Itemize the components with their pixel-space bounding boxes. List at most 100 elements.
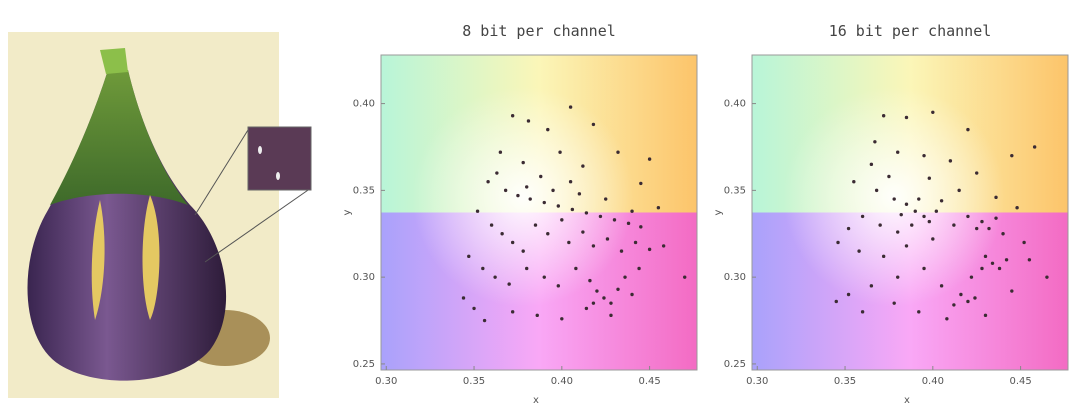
y-tick-label: 0.40 <box>724 99 746 110</box>
scatter-point <box>975 226 979 231</box>
scatter-point <box>581 164 585 168</box>
scatter-point <box>521 249 525 253</box>
scatter-point <box>966 214 970 219</box>
scatter-point <box>619 249 624 253</box>
scatter-point <box>846 292 851 297</box>
scatter-point <box>605 237 610 241</box>
scatter-point <box>931 110 935 114</box>
scatter-point <box>969 275 974 279</box>
scatter-point <box>507 282 511 286</box>
scatter-point <box>495 171 499 175</box>
y-tick-label: 0.25 <box>724 359 746 370</box>
scatter-point <box>525 185 529 189</box>
scatter-point <box>461 296 466 300</box>
scatter-point <box>630 292 634 297</box>
scatter-point <box>917 197 921 201</box>
scatter-point <box>994 216 998 220</box>
scatter-point <box>556 284 561 288</box>
scatter-point <box>857 249 861 253</box>
plot-frame <box>380 54 698 371</box>
scatter-point <box>896 275 900 279</box>
zoom-inset <box>247 126 312 191</box>
scatter-point <box>922 214 926 219</box>
scatter-point <box>957 188 961 193</box>
fig-body <box>27 70 227 381</box>
scatter-point <box>836 240 840 245</box>
plot-frame <box>751 54 1069 371</box>
scatter-point <box>966 127 970 132</box>
scatter-point <box>574 266 578 271</box>
x-tick-label: 0.45 <box>1009 376 1031 387</box>
y-tick-label: 0.35 <box>724 185 746 196</box>
x-tick-label: 0.35 <box>834 376 856 387</box>
chart-title: 16 bit per channel <box>829 22 992 40</box>
scatter-point <box>616 287 620 291</box>
scatter-point <box>952 303 956 307</box>
scatter-point <box>987 226 991 231</box>
y-tick-label: 0.40 <box>353 99 375 110</box>
scatter-point <box>493 275 497 279</box>
scatter-point <box>983 313 988 318</box>
scatter-point <box>510 240 515 245</box>
scatter-point <box>510 310 515 314</box>
scatter-point <box>874 188 879 193</box>
scatter-point <box>568 179 573 184</box>
scatter-point <box>568 105 573 109</box>
y-axis-label: y <box>342 209 353 215</box>
scatter-point <box>990 261 995 265</box>
scatter-point <box>1032 145 1037 149</box>
scatter-point <box>860 310 865 314</box>
scatter-point <box>846 226 851 231</box>
scatter-point <box>931 237 935 241</box>
scatter-point <box>881 254 886 259</box>
scatter-point <box>927 176 932 180</box>
scatter-point <box>591 244 596 248</box>
scatter-point <box>959 292 963 297</box>
scatter-point <box>510 114 515 118</box>
scatter-point <box>834 299 838 304</box>
inset-dot <box>276 172 280 180</box>
scatter-point <box>525 266 529 271</box>
scatter-point <box>683 275 687 279</box>
scatter-point <box>983 254 988 259</box>
zoom-line <box>204 187 312 263</box>
scatter-point <box>542 200 546 205</box>
scatter-point <box>521 160 525 165</box>
scatter-point <box>997 266 1002 271</box>
scatter-point <box>892 301 896 305</box>
x-axis-label: x <box>533 395 539 406</box>
scatter-point <box>899 212 903 217</box>
scatter-point <box>467 254 471 259</box>
scatter-point <box>917 310 921 314</box>
scatter-point <box>869 162 874 167</box>
scatter-point <box>1010 289 1014 293</box>
scatter-point <box>852 179 856 184</box>
scatter-point <box>639 181 643 186</box>
y-tick-label: 0.30 <box>353 272 375 283</box>
scatter-point <box>558 150 562 154</box>
y-tick-label: 0.30 <box>724 272 746 283</box>
scatter-point <box>604 197 608 201</box>
scatter-point <box>570 207 575 212</box>
scatter-point <box>482 318 487 323</box>
scatter-point <box>896 230 900 234</box>
scatter-point <box>934 209 939 213</box>
scatter-point <box>873 140 877 144</box>
y-tick-label: 0.35 <box>353 185 375 196</box>
scatter-point <box>952 223 956 227</box>
x-tick-label: 0.40 <box>551 376 573 387</box>
scatter-point <box>533 223 538 227</box>
x-tick-label: 0.40 <box>922 376 944 387</box>
x-tick-label: 0.30 <box>375 376 397 387</box>
scatter-point <box>581 230 585 234</box>
scatter-point <box>980 266 984 271</box>
fig-top <box>50 70 188 205</box>
scatter-point <box>860 214 865 219</box>
scatter-point <box>560 317 564 321</box>
scatter-point <box>1027 258 1032 262</box>
scatter-point <box>528 197 532 201</box>
scatter-point <box>869 284 874 288</box>
scatter-point <box>567 240 571 245</box>
scatter-point <box>896 150 900 154</box>
